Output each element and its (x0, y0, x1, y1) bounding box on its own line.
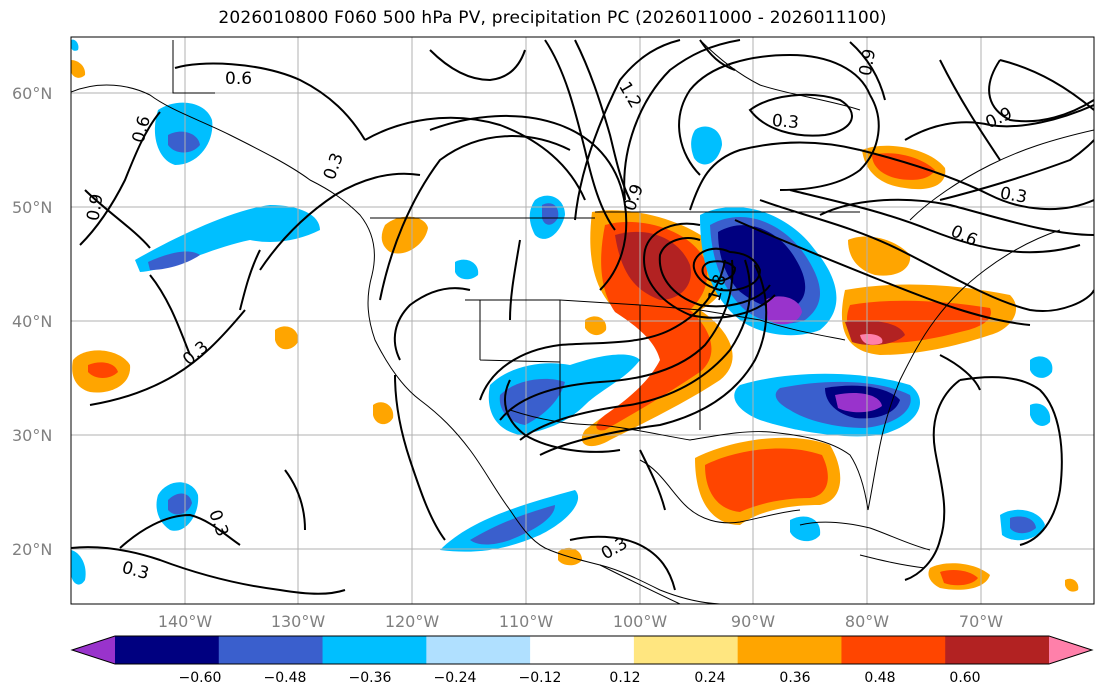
colorbar-tick-label: 0.48 (864, 670, 895, 686)
positive-anomaly-pacific-small (275, 326, 299, 350)
colorbar-segment (218, 636, 324, 664)
lat-label: 40°N (12, 312, 52, 331)
negative-anomaly-hudson (691, 126, 722, 165)
colorbar (70, 635, 1094, 665)
contour-label: 0.9 (856, 47, 880, 77)
negative-anomaly-southeast-min (835, 393, 882, 413)
positive-anomaly-midatlantic-peak (860, 333, 883, 345)
positive-anomaly-caribbean-east (1065, 578, 1079, 592)
coastlines (71, 39, 1094, 604)
colorbar-tick-label: 0.12 (609, 670, 640, 686)
colorbar-extend-max (1049, 636, 1092, 664)
lon-label: 70°W (959, 612, 1003, 631)
lon-label: 130°W (271, 612, 326, 631)
negative-anomaly-montana-core (542, 203, 559, 225)
colorbar-tick-label: −0.36 (349, 670, 392, 686)
negative-anomaly-mexico-core (470, 505, 555, 545)
positive-anomaly-nw-corner (71, 60, 86, 78)
contour-label: 0.9 (83, 192, 107, 222)
positive-anomaly-atlantic-south-core (940, 570, 978, 586)
positive-anomaly-central-max (615, 231, 691, 300)
positive-anomaly-pacific-west-core (88, 362, 118, 378)
positive-anomaly-midatlantic-max (845, 320, 905, 346)
lon-label: 80°W (845, 612, 889, 631)
colorbar-ticks: −0.60 −0.48 −0.36 −0.24 −0.12 0.12 0.24 … (179, 670, 981, 686)
negative-anomaly-pacific-corner (71, 550, 86, 585)
colorbar-segment (426, 636, 531, 664)
colorbar-tick-label: −0.60 (179, 670, 222, 686)
map-frame (70, 36, 1095, 605)
lon-label: 90°W (731, 612, 775, 631)
map-title: 2026010800 F060 500 hPa PV, precipitatio… (218, 8, 887, 28)
positive-anomaly-gulf-core (705, 448, 828, 512)
map-panel: 0.6 0.6 0.9 0.3 1.2 0.9 0.3 0.9 0.6 1.8 … (71, 37, 1094, 604)
positive-anomaly-pacific-small2 (373, 402, 394, 425)
contour-label: 0.6 (225, 69, 252, 89)
lon-label: 140°W (158, 612, 213, 631)
lon-label: 100°W (613, 612, 668, 631)
lat-axis: 60°N 50°N 40°N 30°N 20°N (12, 84, 52, 559)
colorbar-segment (115, 636, 220, 664)
pv-contours (71, 39, 1094, 595)
lat-label: 60°N (12, 84, 52, 103)
negative-anomaly-colorado (455, 259, 479, 280)
negative-anomaly-caribbean-core (1010, 516, 1036, 534)
negative-anomaly-hawaii-core (168, 493, 192, 515)
lon-label: 110°W (499, 612, 554, 631)
negative-anomaly-gulfofalaska-core (168, 131, 200, 153)
negative-anomaly-nw-corner (71, 39, 79, 51)
lat-label: 20°N (12, 540, 52, 559)
lat-label: 30°N (12, 426, 52, 445)
negative-anomaly-atlantic2 (1030, 403, 1051, 426)
contour-label: 0.3 (998, 183, 1028, 207)
colorbar-tick-label: −0.48 (264, 670, 307, 686)
colorbar-segment (322, 636, 427, 664)
negative-anomaly-pacific-band-core (148, 251, 200, 270)
colorbar-segment (737, 636, 842, 664)
negative-anomaly-greatlakes-min (765, 296, 802, 325)
colorbar-segment (841, 636, 946, 664)
colorbar-tick-label: −0.24 (434, 670, 477, 686)
colorbar-segment (945, 636, 1050, 664)
lon-axis: 140°W 130°W 120°W 110°W 100°W 90°W 80°W … (158, 612, 1003, 631)
colorbar-extend-min (72, 636, 115, 664)
colorbar-tick-label: 0.60 (949, 670, 980, 686)
colorbar-segment (633, 636, 739, 664)
colorbar-segment (530, 636, 635, 664)
positive-anomaly-washington (381, 216, 428, 254)
colorbar-tick-label: 0.36 (779, 670, 810, 686)
colorbar-outline (70, 635, 1094, 665)
positive-anomaly-quebec-core (872, 153, 935, 180)
colorbar-tick-label: −0.12 (519, 670, 562, 686)
lon-label: 120°W (385, 612, 440, 631)
lat-label: 50°N (12, 198, 52, 217)
colorbar-tick-label: 0.24 (694, 670, 725, 686)
negative-anomaly-atlantic1 (1030, 356, 1053, 378)
contour-label: 0.3 (771, 111, 800, 133)
